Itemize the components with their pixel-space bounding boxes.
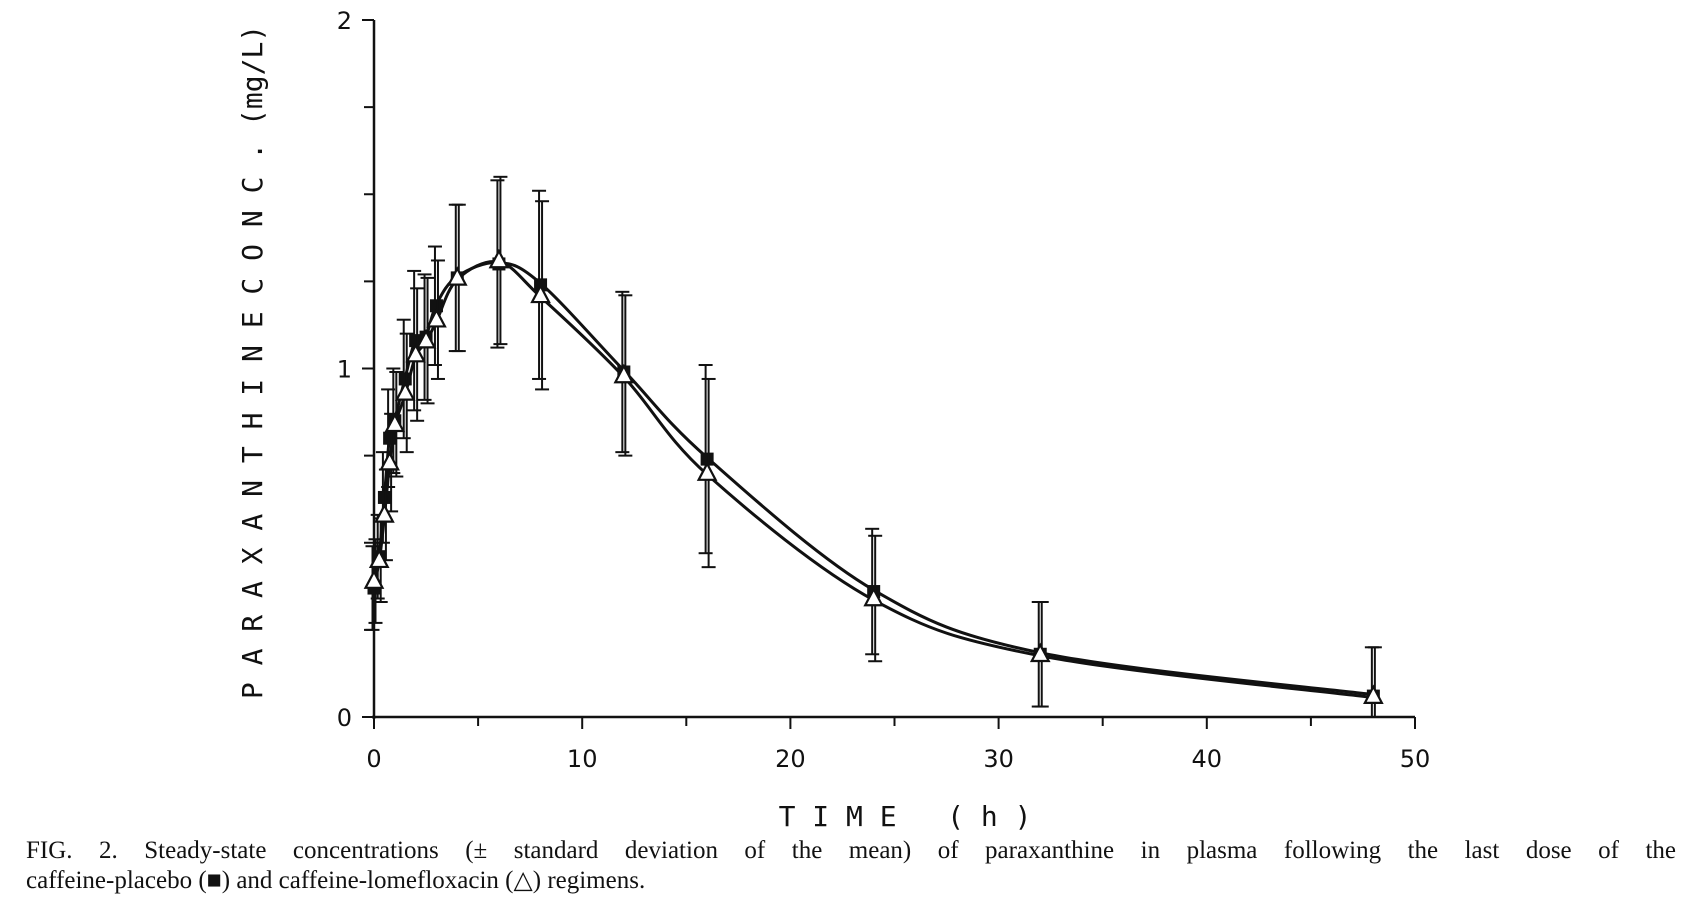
data-point-square — [700, 452, 714, 466]
data-point-triangle — [405, 342, 426, 363]
data-point-triangle — [368, 548, 390, 569]
y-tick-label: 2 — [337, 7, 352, 35]
x-tick-labels: 0 10 20 30 40 50 — [366, 745, 1430, 773]
data-point-triangle — [415, 328, 437, 349]
data-point-triangle — [1363, 684, 1384, 704]
x-tick-label: 30 — [983, 745, 1014, 773]
y-tick-label: 1 — [337, 356, 352, 384]
data-point-triangle — [394, 381, 416, 401]
data-point-triangle — [379, 450, 400, 471]
y-axis-label: P A R A X A N T H I N E C O N C . (mg/L) — [236, 25, 269, 699]
x-axis-label: T I M E ( h ) — [779, 800, 1032, 833]
caption-line-2: caffeine-placebo (■) and caffeine-lomefl… — [26, 867, 646, 894]
data-point-triangle — [863, 586, 885, 607]
data-point-triangle — [446, 266, 468, 286]
x-tick-label: 10 — [567, 745, 598, 773]
series-1 — [365, 179, 1380, 718]
data-point-triangle — [374, 503, 395, 523]
series-line — [372, 259, 1374, 700]
data-point-triangle — [384, 412, 406, 433]
data-point-triangle — [426, 308, 447, 328]
y-tick-label: 0 — [337, 704, 352, 732]
x-tick-label: 40 — [1192, 745, 1223, 773]
data-point-triangle — [696, 461, 718, 481]
series-2 — [363, 175, 1384, 718]
data-point-triangle — [363, 569, 385, 589]
data-point-triangle — [1029, 642, 1051, 663]
x-tick-label: 50 — [1400, 745, 1431, 773]
x-tick-label: 0 — [366, 745, 381, 773]
data-point-triangle — [488, 248, 510, 269]
y-tick-labels: 0 1 2 — [337, 7, 352, 732]
series-line — [372, 260, 1374, 697]
data-point-triangle — [530, 283, 551, 304]
figure-caption: FIG. 2. Steady-state concentrations (± s… — [26, 836, 1676, 896]
data-point-square — [429, 299, 443, 313]
caption-line-1: FIG. 2. Steady-state concentrations (± s… — [26, 837, 1676, 864]
data-point-triangle — [613, 363, 635, 384]
x-tick-label: 20 — [775, 745, 806, 773]
plot-area — [363, 175, 1384, 718]
chart-axes — [362, 19, 1416, 729]
